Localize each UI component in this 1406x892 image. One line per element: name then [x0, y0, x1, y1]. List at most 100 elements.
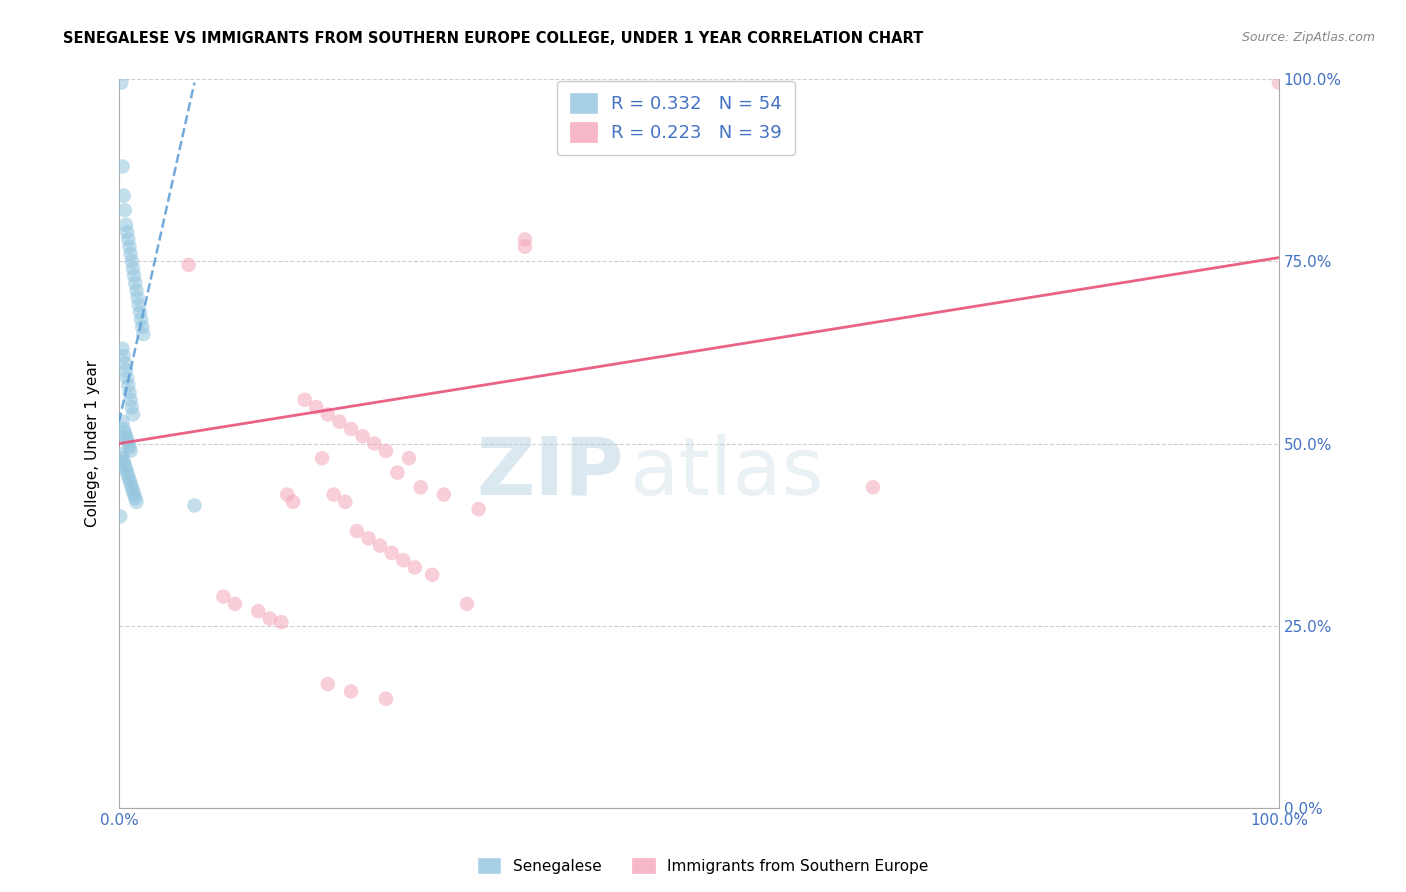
Point — [374, 443, 396, 458]
Point — [127, 291, 149, 305]
Point — [120, 392, 142, 407]
Point — [340, 422, 363, 436]
Point — [111, 415, 134, 429]
Point — [114, 425, 136, 440]
Point — [346, 524, 368, 538]
Point — [115, 433, 138, 447]
Point — [259, 611, 281, 625]
Point — [433, 487, 456, 501]
Point — [111, 160, 134, 174]
Text: ZIP: ZIP — [477, 434, 624, 512]
Point — [112, 455, 135, 469]
Point — [122, 261, 145, 276]
Point — [118, 440, 141, 454]
Point — [513, 232, 536, 246]
Point — [335, 495, 357, 509]
Point — [118, 473, 141, 487]
Point — [212, 590, 235, 604]
Point — [117, 378, 139, 392]
Point — [270, 615, 292, 629]
Point — [305, 400, 328, 414]
Point — [368, 539, 391, 553]
Point — [122, 487, 145, 501]
Point — [115, 225, 138, 239]
Point — [125, 284, 148, 298]
Point — [115, 371, 138, 385]
Point — [316, 677, 339, 691]
Text: atlas: atlas — [630, 434, 824, 512]
Point — [224, 597, 246, 611]
Point — [132, 327, 155, 342]
Point — [122, 268, 145, 283]
Y-axis label: College, Under 1 year: College, Under 1 year — [86, 360, 100, 527]
Point — [111, 451, 134, 466]
Text: SENEGALESE VS IMMIGRANTS FROM SOUTHERN EUROPE COLLEGE, UNDER 1 YEAR CORRELATION : SENEGALESE VS IMMIGRANTS FROM SOUTHERN E… — [63, 31, 924, 46]
Point — [128, 298, 150, 312]
Point — [122, 408, 145, 422]
Point — [120, 247, 142, 261]
Point — [374, 691, 396, 706]
Point — [352, 429, 374, 443]
Point — [467, 502, 489, 516]
Point — [513, 240, 536, 254]
Point — [114, 458, 136, 473]
Point — [115, 218, 138, 232]
Point — [392, 553, 415, 567]
Point — [110, 447, 132, 461]
Point — [115, 363, 138, 377]
Point — [409, 480, 432, 494]
Point — [120, 476, 142, 491]
Point — [108, 509, 131, 524]
Point — [131, 319, 153, 334]
Point — [122, 483, 145, 498]
Point — [114, 203, 136, 218]
Point — [177, 258, 200, 272]
Point — [120, 443, 142, 458]
Point — [1268, 76, 1291, 90]
Point — [115, 466, 138, 480]
Point — [862, 480, 884, 494]
Point — [115, 429, 138, 443]
Point — [124, 276, 146, 290]
Point — [322, 487, 344, 501]
Point — [420, 567, 443, 582]
Point — [183, 499, 205, 513]
Text: Source: ZipAtlas.com: Source: ZipAtlas.com — [1241, 31, 1375, 45]
Point — [363, 436, 385, 450]
Point — [115, 462, 138, 476]
Legend: R = 0.332   N = 54, R = 0.223   N = 39: R = 0.332 N = 54, R = 0.223 N = 39 — [557, 80, 794, 155]
Point — [276, 487, 298, 501]
Point — [129, 305, 152, 319]
Point — [112, 349, 135, 363]
Point — [125, 495, 148, 509]
Point — [118, 385, 141, 400]
Point — [387, 466, 409, 480]
Point — [357, 531, 380, 545]
Point — [381, 546, 404, 560]
Point — [328, 415, 350, 429]
Point — [112, 422, 135, 436]
Point — [311, 451, 333, 466]
Point — [121, 254, 143, 268]
Point — [112, 188, 135, 202]
Point — [340, 684, 363, 698]
Point — [110, 76, 132, 90]
Point — [124, 491, 146, 506]
Point — [294, 392, 316, 407]
Point — [456, 597, 478, 611]
Point — [316, 408, 339, 422]
Legend: Senegalese, Immigrants from Southern Europe: Senegalese, Immigrants from Southern Eur… — [471, 852, 935, 880]
Point — [398, 451, 420, 466]
Point — [129, 312, 152, 326]
Point — [111, 342, 134, 356]
Point — [121, 480, 143, 494]
Point — [281, 495, 304, 509]
Point — [121, 400, 143, 414]
Point — [114, 356, 136, 370]
Point — [117, 436, 139, 450]
Point — [117, 469, 139, 483]
Point — [118, 240, 141, 254]
Point — [404, 560, 426, 574]
Point — [247, 604, 270, 618]
Point — [117, 232, 139, 246]
